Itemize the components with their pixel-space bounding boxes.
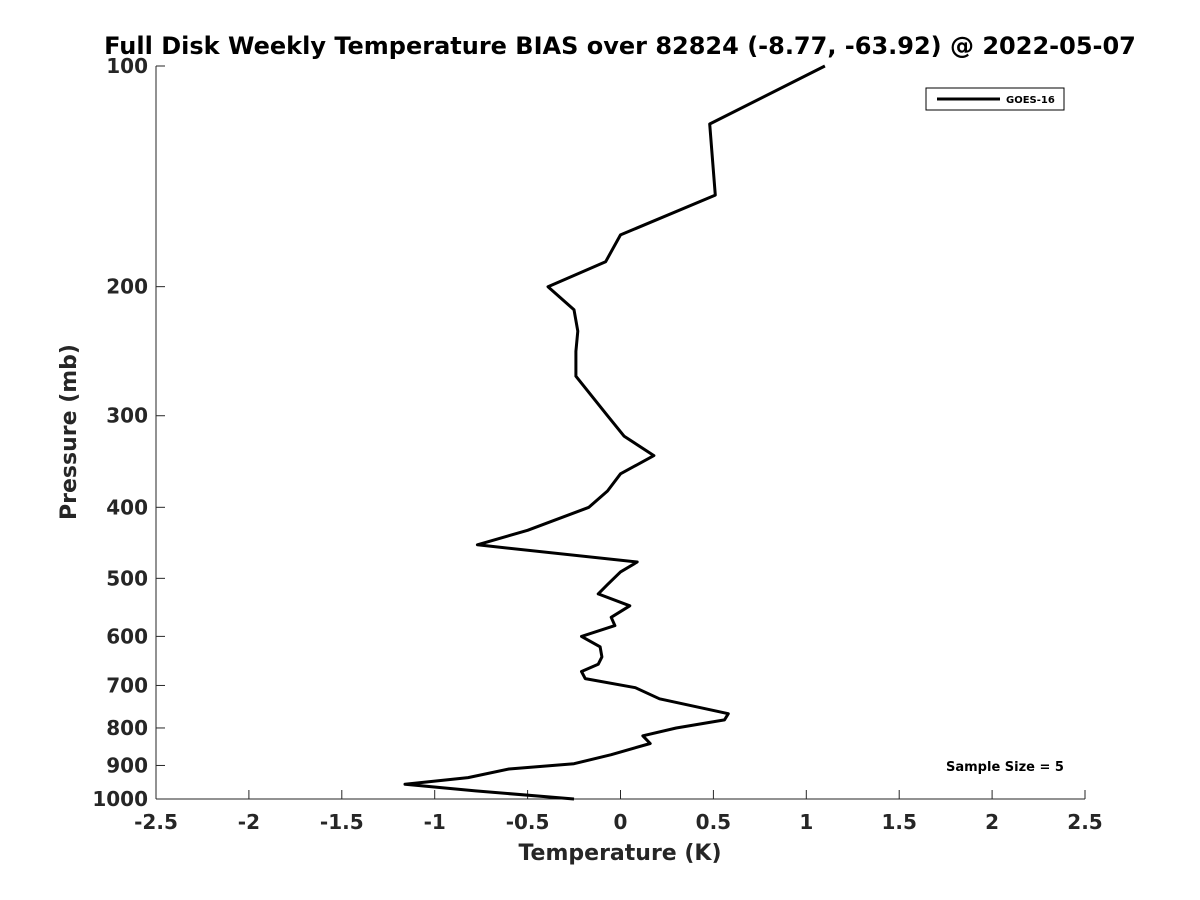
chart-title: Full Disk Weekly Temperature BIAS over 8…: [104, 32, 1136, 60]
y-tick-label: 800: [106, 716, 148, 740]
x-tick-label: 1: [799, 810, 813, 834]
y-axis-label: Pressure (mb): [57, 344, 82, 520]
series-layer: [403, 64, 826, 801]
x-tick-label: 0.5: [696, 810, 731, 834]
y-tick-label: 600: [106, 624, 148, 648]
x-tick-label: -2: [238, 810, 260, 834]
y-tick-label: 1000: [92, 787, 148, 811]
x-tick-label: 2.5: [1067, 810, 1102, 834]
series-line: [403, 64, 826, 801]
y-axis-ticks: 100 200 300 400 500 600 700 800 900 1000: [92, 54, 165, 811]
y-tick-label: 700: [106, 673, 148, 697]
y-tick-label: 900: [106, 753, 148, 777]
y-tick-label: 200: [106, 275, 148, 299]
x-tick-label: -2.5: [134, 810, 178, 834]
x-axis-ticks: -2.5 -2 -1.5 -1 -0.5 0 0.5 1 1.5 2 2.5: [134, 790, 1103, 834]
x-tick-label: -1: [424, 810, 446, 834]
x-tick-label: 1.5: [881, 810, 916, 834]
y-tick-label: 300: [106, 404, 148, 428]
sample-size-annotation: Sample Size = 5: [946, 760, 1064, 775]
y-tick-label: 500: [106, 566, 148, 590]
x-tick-label: 0: [614, 810, 628, 834]
x-tick-label: -0.5: [506, 810, 550, 834]
legend: GOES-16: [925, 87, 1065, 111]
y-tick-label: 400: [106, 495, 148, 519]
x-tick-label: 2: [985, 810, 999, 834]
x-axis-label: Temperature (K): [518, 841, 721, 866]
y-tick-label: 100: [106, 54, 148, 78]
x-tick-label: -1.5: [320, 810, 364, 834]
legend-label: GOES-16: [1006, 95, 1055, 106]
